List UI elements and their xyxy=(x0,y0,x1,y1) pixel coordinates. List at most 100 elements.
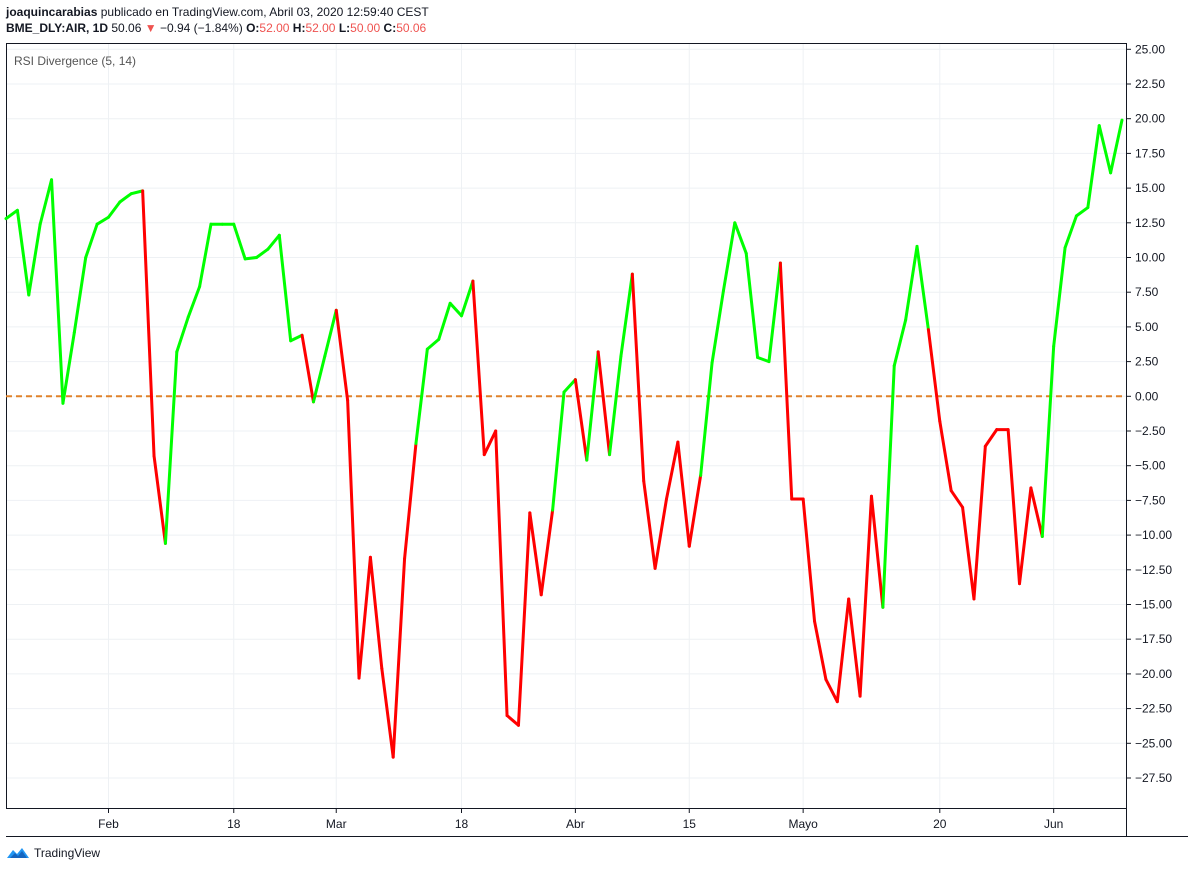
series-segment xyxy=(1109,118,1124,175)
x-tick-label: 18 xyxy=(227,817,241,831)
chart-header: joaquincarabias publicado en TradingView… xyxy=(6,4,429,36)
series-segment xyxy=(95,215,110,226)
series-segment xyxy=(744,251,760,359)
series-segment xyxy=(983,428,999,448)
series-segment xyxy=(403,441,418,561)
symbol-label: BME_DLY:AIR, 1D xyxy=(6,21,109,35)
series-segment xyxy=(334,308,350,402)
series-segment xyxy=(380,666,395,759)
brand-name[interactable]: TradingView xyxy=(34,846,101,860)
series-segment xyxy=(1074,206,1090,218)
series-segment xyxy=(710,289,725,365)
series-segment xyxy=(1097,124,1113,175)
price-change: −0.94 (−1.84%) xyxy=(159,21,243,35)
series-segment xyxy=(949,489,965,509)
series-segment xyxy=(289,333,304,343)
series-segment xyxy=(266,233,281,251)
series-segment xyxy=(551,390,566,512)
series-segment xyxy=(972,444,987,601)
series-segment xyxy=(460,279,475,318)
low-value: 50.00 xyxy=(350,21,381,35)
series-segment xyxy=(437,301,452,341)
high-value: 52.00 xyxy=(305,21,336,35)
series-segment xyxy=(129,189,145,196)
series-segment xyxy=(232,222,247,261)
series-segment xyxy=(471,279,486,457)
y-tick-label: 7.50 xyxy=(1135,285,1159,299)
series-segment xyxy=(813,619,828,681)
x-tick-label: Jun xyxy=(1044,817,1063,831)
series-segment xyxy=(118,192,133,204)
y-tick-label: −27.50 xyxy=(1135,771,1172,785)
series-segment xyxy=(414,347,429,445)
series-segment xyxy=(243,256,259,261)
y-tick-label: −12.50 xyxy=(1135,563,1172,577)
y-tick-label: −7.50 xyxy=(1135,493,1166,507)
last-price: 50.06 xyxy=(111,21,142,35)
series-segment xyxy=(198,222,213,289)
series-segment xyxy=(642,479,657,570)
series-segment xyxy=(516,511,532,727)
series-segment xyxy=(1086,124,1101,210)
series-segment xyxy=(767,261,782,364)
series-segment xyxy=(277,233,293,343)
tradingview-logo-icon xyxy=(7,848,29,858)
series-segment xyxy=(391,557,407,759)
series-segment xyxy=(494,429,509,718)
series-segment xyxy=(255,247,270,259)
series-segment xyxy=(585,350,600,462)
series-segment xyxy=(608,354,623,457)
series-segment xyxy=(619,272,634,358)
y-tick-label: 5.00 xyxy=(1135,320,1159,334)
series-segment xyxy=(38,178,54,226)
series-segment xyxy=(4,208,19,221)
series-segment xyxy=(676,440,691,548)
series-segment xyxy=(528,511,543,597)
author-name[interactable]: joaquincarabias xyxy=(6,5,98,19)
series-segment xyxy=(15,208,31,297)
series-segment xyxy=(27,222,42,297)
y-tick-label: 15.00 xyxy=(1135,181,1165,195)
y-tick-label: −2.50 xyxy=(1135,424,1166,438)
series-segment xyxy=(721,221,737,293)
y-tick-label: −25.00 xyxy=(1135,736,1172,750)
series-segment xyxy=(152,454,167,545)
y-tick-label: −15.00 xyxy=(1135,598,1172,612)
y-tick-label: 17.50 xyxy=(1135,146,1165,160)
series-segment xyxy=(323,308,338,358)
indicator-title: RSI Divergence (5, 14) xyxy=(14,54,136,68)
y-tick-label: −5.00 xyxy=(1135,459,1166,473)
series-segment xyxy=(869,494,885,609)
x-tick-label: Feb xyxy=(98,817,119,831)
series-segment xyxy=(482,429,498,457)
series-segment xyxy=(141,189,156,458)
grid xyxy=(6,43,1126,808)
series-segment xyxy=(835,597,851,704)
series-segment xyxy=(1029,486,1044,538)
series-segment xyxy=(425,337,441,351)
series-segment xyxy=(892,318,908,368)
ohlc-line: BME_DLY:AIR, 1D 50.06 ▼ −0.94 (−1.84%) O… xyxy=(6,20,429,36)
y-tick-label: −17.50 xyxy=(1135,632,1172,646)
series-segment xyxy=(357,555,372,680)
x-tick-label: Abr xyxy=(566,817,585,831)
published-info: publicado en TradingView.com, Abril 03, … xyxy=(100,5,429,19)
series-segment xyxy=(1052,246,1067,348)
series-segment xyxy=(938,419,953,493)
y-tick-label: 12.50 xyxy=(1135,216,1165,230)
series-segment xyxy=(368,555,384,670)
series-segment xyxy=(858,494,873,698)
y-tick-label: 20.00 xyxy=(1135,112,1165,126)
series-segment xyxy=(72,256,88,334)
series-segment xyxy=(630,272,646,483)
series-rsi-divergence xyxy=(4,118,1124,759)
series-segment xyxy=(778,261,794,501)
series-segment xyxy=(163,350,179,545)
close-value: 50.06 xyxy=(396,21,427,35)
series-segment xyxy=(1006,428,1022,586)
x-tick-label: 18 xyxy=(455,817,469,831)
plot-frame xyxy=(6,43,1127,809)
series-segment xyxy=(756,355,771,364)
series-segment xyxy=(346,398,361,680)
